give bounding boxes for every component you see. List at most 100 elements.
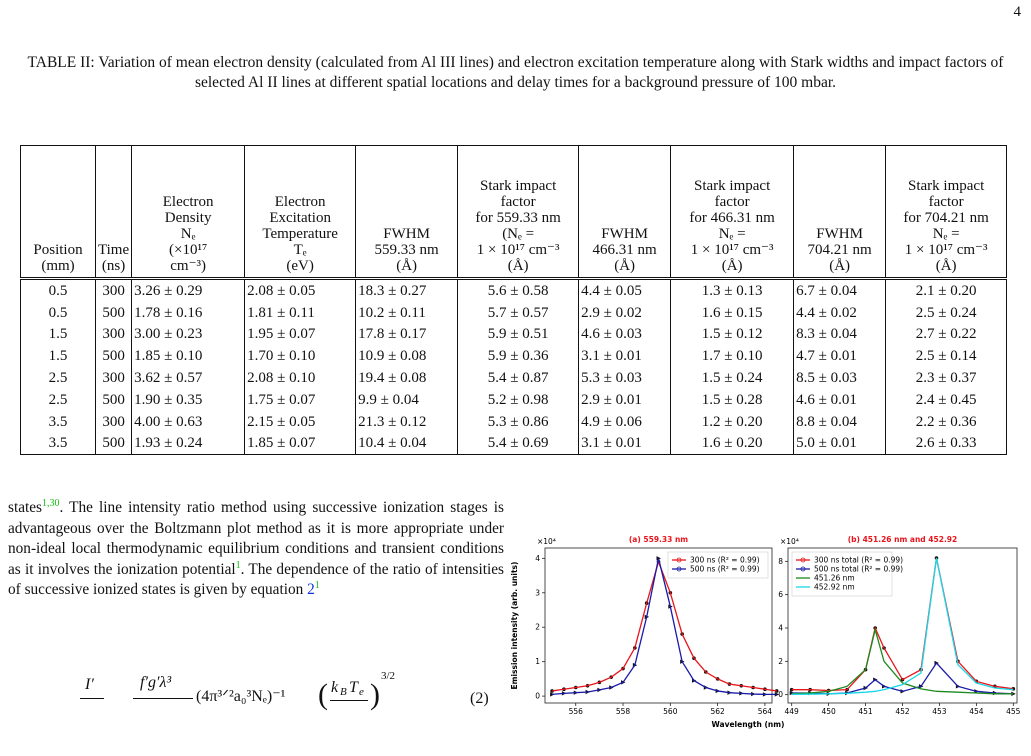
legend-box xyxy=(791,551,893,597)
table-cell: 1.3 ± 0.13 xyxy=(670,278,795,302)
x-tick-label: 560 xyxy=(663,707,678,716)
table-cell: 500 xyxy=(94,345,133,368)
table-cell: 8.3 ± 0.04 xyxy=(793,323,887,346)
citation[interactable]: 1 xyxy=(314,579,320,591)
equation-ref[interactable]: 2 xyxy=(307,581,315,598)
table-cell: 1.5 xyxy=(20,345,96,368)
table-cell: 5.9 ± 0.51 xyxy=(457,323,580,346)
page-number: 4 xyxy=(1013,4,1022,20)
eq-lhs: I′ xyxy=(85,676,94,693)
table-cell: 3.00 ± 0.23 xyxy=(131,323,246,346)
y-tick-label: 0 xyxy=(535,692,540,701)
table-cell: 5.0 ± 0.01 xyxy=(793,432,887,456)
table-cell: 18.3 ± 0.27 xyxy=(355,278,459,302)
plot-area xyxy=(544,547,773,704)
table-cell: 3.62 ± 0.57 xyxy=(131,367,246,389)
table-cell: 2.5 xyxy=(20,388,96,411)
eq-paren: ) xyxy=(370,678,380,711)
table-cell: 4.4 ± 0.02 xyxy=(793,301,887,324)
header-line: 466.31 nm xyxy=(592,242,657,258)
header-line: Density xyxy=(164,210,212,226)
data-table: Position (mm) Time (ns) Electron Density Nₑ (×1… xyxy=(20,145,1008,456)
header-line: 559.33 nm xyxy=(374,242,439,258)
table-cell: 0.5 xyxy=(20,278,96,302)
text: . The line intensity ratio method using … xyxy=(8,499,504,578)
x-axis-label: Wavelength (nm) xyxy=(712,720,785,729)
table-cell: 1.70 ± 0.10 xyxy=(244,345,357,368)
table-cell: 2.2 ± 0.36 xyxy=(885,410,1008,433)
table-cell: 1.75 ± 0.07 xyxy=(244,388,357,411)
y-tick-label: 8 xyxy=(778,557,783,566)
header-line: 704.21 nm xyxy=(807,242,872,258)
legend-label: 500 ns total (R² = 0.99) xyxy=(814,565,903,574)
table-cell: 1.5 ± 0.12 xyxy=(670,323,795,346)
table-cell: 8.5 ± 0.03 xyxy=(793,367,887,389)
table-cell: 19.4 ± 0.08 xyxy=(355,367,459,389)
table-cell: 0.5 xyxy=(20,301,96,324)
header-line: (Å) xyxy=(829,258,851,274)
x-tick-label: 454 xyxy=(969,707,984,716)
table-row: 3.5 500 1.93 ± 0.24 1.85 ± 0.07 10.4 ± 0.04 5… xyxy=(20,432,1008,456)
header-line: (Å) xyxy=(614,258,636,274)
legend: 300 ns total (R² = 0.99)500 ns total (R²… xyxy=(791,551,903,597)
legend-marker xyxy=(676,566,682,572)
table-cell: 2.08 ± 0.05 xyxy=(244,278,357,302)
table-cell: 1.95 ± 0.07 xyxy=(244,323,357,346)
marker xyxy=(774,692,780,697)
header-line: Time xyxy=(98,242,130,258)
header-line: FWHM xyxy=(383,226,430,242)
x-tick-label: 449 xyxy=(785,707,800,716)
legend: 300 ns (R² = 0.99)500 ns (R² = 0.99) xyxy=(667,551,769,579)
series-line xyxy=(552,558,777,696)
citation[interactable]: 1,30 xyxy=(42,497,60,509)
fraction-bar xyxy=(330,700,368,701)
text: states xyxy=(8,499,42,516)
header-line: 1 × 10¹⁷ cm⁻³ xyxy=(476,242,560,258)
column-header: Position (mm) xyxy=(20,145,96,280)
table-cell: 2.5 ± 0.24 xyxy=(885,301,1008,324)
table-cell: 2.5 xyxy=(20,367,96,389)
eq-paren: ( xyxy=(318,678,328,711)
legend-label: 500 ns (R² = 0.99) xyxy=(690,565,760,574)
table-cell: 500 xyxy=(94,301,133,324)
header-line: (×10¹⁷ xyxy=(169,242,208,258)
column-header: Time (ns) xyxy=(94,145,133,280)
series-line xyxy=(791,557,1014,695)
table-cell: 2.9 ± 0.01 xyxy=(578,388,672,411)
header-line: Stark impact xyxy=(694,178,771,194)
table-cell: 4.6 ± 0.03 xyxy=(578,323,672,346)
table-cell: 5.7 ± 0.57 xyxy=(457,301,580,324)
header-line: for 559.33 nm xyxy=(475,210,561,226)
x-tick-label: 562 xyxy=(710,707,725,716)
table-cell: 10.2 ± 0.11 xyxy=(355,301,459,324)
header-line: Nₑ = xyxy=(932,226,960,242)
table-cell: 2.3 ± 0.37 xyxy=(885,367,1008,389)
y-axis-label: Emission intensity (arb. units) xyxy=(510,562,519,690)
y-tick-label: 3 xyxy=(535,588,540,597)
table-cell: 2.6 ± 0.33 xyxy=(885,432,1008,456)
citation[interactable]: 1 xyxy=(235,559,241,571)
table-cell: 1.93 ± 0.24 xyxy=(131,432,246,456)
column-header: Electron Density Nₑ (×10¹⁷ cm⁻³) xyxy=(131,145,246,280)
header-line: FWHM xyxy=(816,226,863,242)
column-header: Stark impact factor for 466.31 nm Nₑ = 1 × 1… xyxy=(670,145,795,280)
eq-k-sub: B xyxy=(340,686,347,698)
table-cell: 4.6 ± 0.01 xyxy=(793,388,887,411)
y-tick-label: 2 xyxy=(778,657,783,666)
table-cell: 300 xyxy=(94,278,133,302)
header-line: 1 × 10¹⁷ cm⁻³ xyxy=(690,242,774,258)
table-cell: 1.6 ± 0.15 xyxy=(670,301,795,324)
header-line: Electron xyxy=(162,194,214,210)
eq-power: 3/2 xyxy=(381,670,396,682)
y-tick-label: 4 xyxy=(778,624,783,633)
eq-k: k xyxy=(331,679,339,696)
legend-box xyxy=(667,551,769,579)
table-cell: 1.81 ± 0.11 xyxy=(244,301,357,324)
marker xyxy=(1011,691,1016,697)
header-line: (mm) xyxy=(41,258,75,274)
table-cell: 2.7 ± 0.22 xyxy=(885,323,1008,346)
header-line: (Nₑ = xyxy=(502,226,535,242)
table-cell: 4.00 ± 0.63 xyxy=(131,410,246,433)
y-tick-label: 4 xyxy=(535,554,540,563)
